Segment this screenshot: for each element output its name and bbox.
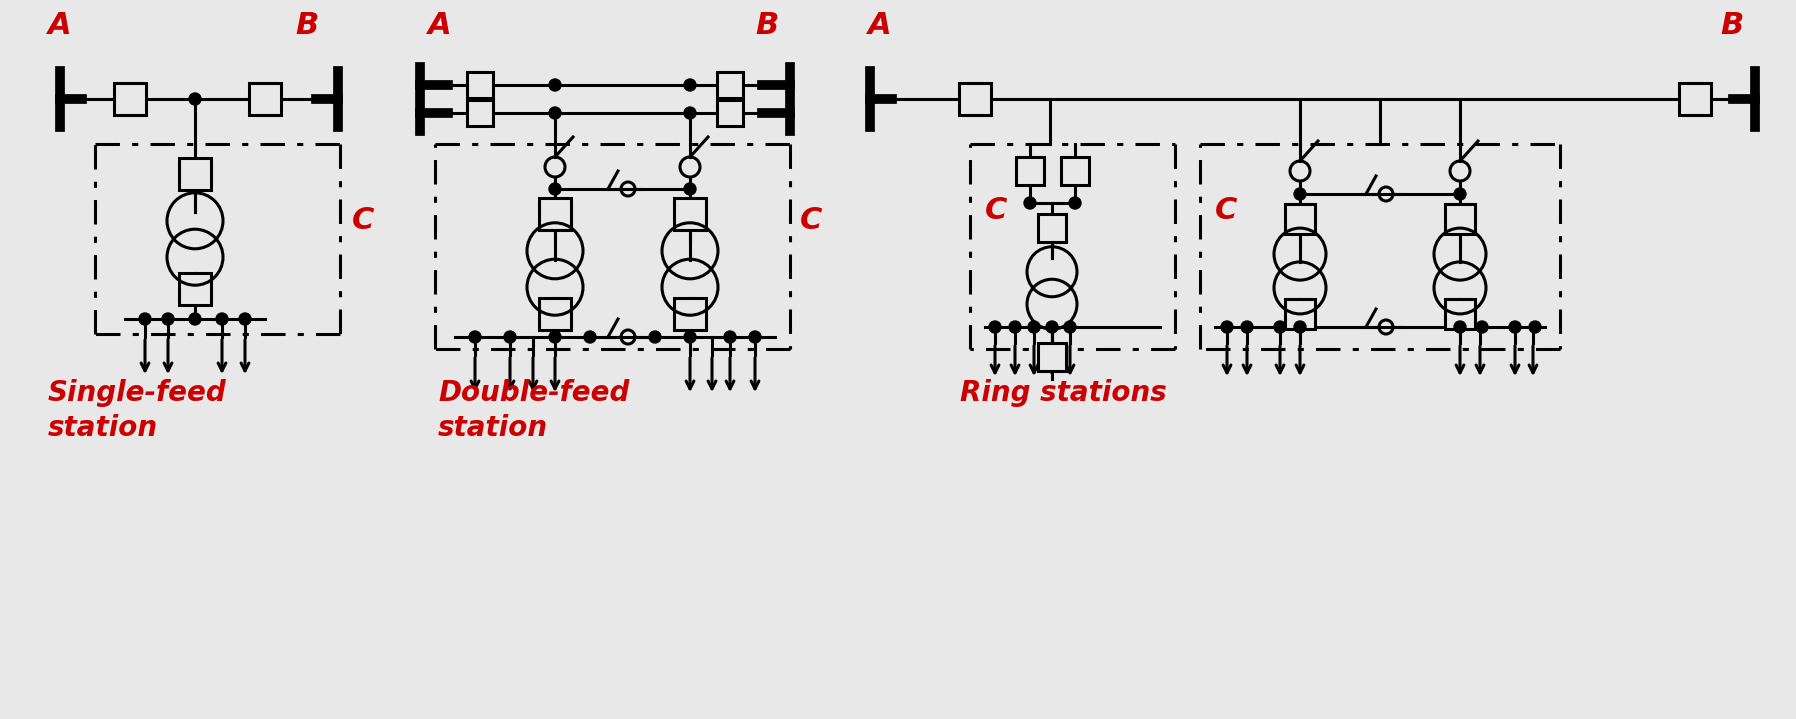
Circle shape — [1455, 321, 1466, 333]
Circle shape — [1455, 188, 1466, 200]
Text: C: C — [352, 206, 374, 235]
Circle shape — [550, 183, 560, 195]
Circle shape — [1293, 321, 1306, 333]
Circle shape — [1063, 321, 1076, 333]
Bar — [1017, 157, 1043, 185]
Bar — [539, 298, 571, 330]
Circle shape — [239, 313, 251, 325]
Text: B: B — [295, 11, 318, 40]
Circle shape — [138, 313, 151, 325]
Circle shape — [1009, 321, 1020, 333]
Circle shape — [684, 107, 697, 119]
Bar — [467, 72, 492, 98]
Circle shape — [1293, 188, 1306, 200]
Text: B: B — [1721, 11, 1744, 40]
Text: C: C — [1216, 196, 1237, 225]
Bar — [1038, 214, 1067, 242]
Text: C: C — [799, 206, 823, 235]
Bar — [250, 83, 280, 115]
Circle shape — [1476, 321, 1489, 333]
Circle shape — [1528, 321, 1541, 333]
Text: Single-feed
station: Single-feed station — [48, 379, 226, 441]
Circle shape — [724, 331, 736, 343]
Bar — [113, 83, 145, 115]
Circle shape — [550, 107, 560, 119]
Circle shape — [505, 331, 515, 343]
Circle shape — [550, 331, 560, 343]
Circle shape — [1509, 321, 1521, 333]
Bar — [1446, 204, 1475, 234]
Circle shape — [216, 313, 228, 325]
Bar — [467, 100, 492, 126]
Circle shape — [189, 313, 201, 325]
Text: C: C — [984, 196, 1008, 225]
Circle shape — [749, 331, 762, 343]
Text: Ring stations: Ring stations — [961, 379, 1167, 407]
Text: A: A — [48, 11, 72, 40]
Bar — [180, 158, 210, 190]
Bar — [717, 72, 744, 98]
Bar — [1038, 343, 1067, 371]
Circle shape — [162, 313, 174, 325]
Circle shape — [684, 79, 697, 91]
Text: A: A — [867, 11, 891, 40]
Bar — [1284, 299, 1315, 329]
Circle shape — [684, 331, 697, 343]
Bar — [539, 198, 571, 230]
Circle shape — [469, 331, 481, 343]
Circle shape — [1027, 321, 1040, 333]
Bar — [1061, 157, 1088, 185]
Bar — [1446, 299, 1475, 329]
Bar — [674, 198, 706, 230]
Circle shape — [550, 79, 560, 91]
Circle shape — [1221, 321, 1234, 333]
Bar — [1679, 83, 1712, 115]
Bar — [717, 100, 744, 126]
Circle shape — [990, 321, 1000, 333]
Circle shape — [648, 331, 661, 343]
Text: Double-feed
station: Double-feed station — [438, 379, 629, 441]
Text: B: B — [754, 11, 778, 40]
Bar — [180, 273, 210, 305]
Circle shape — [1273, 321, 1286, 333]
Circle shape — [584, 331, 596, 343]
Circle shape — [1045, 321, 1058, 333]
Text: A: A — [427, 11, 451, 40]
Circle shape — [189, 93, 201, 105]
Bar — [1284, 204, 1315, 234]
Circle shape — [1024, 197, 1036, 209]
Circle shape — [1241, 321, 1254, 333]
Circle shape — [1069, 197, 1081, 209]
Circle shape — [684, 183, 697, 195]
Bar — [959, 83, 991, 115]
Bar — [674, 298, 706, 330]
